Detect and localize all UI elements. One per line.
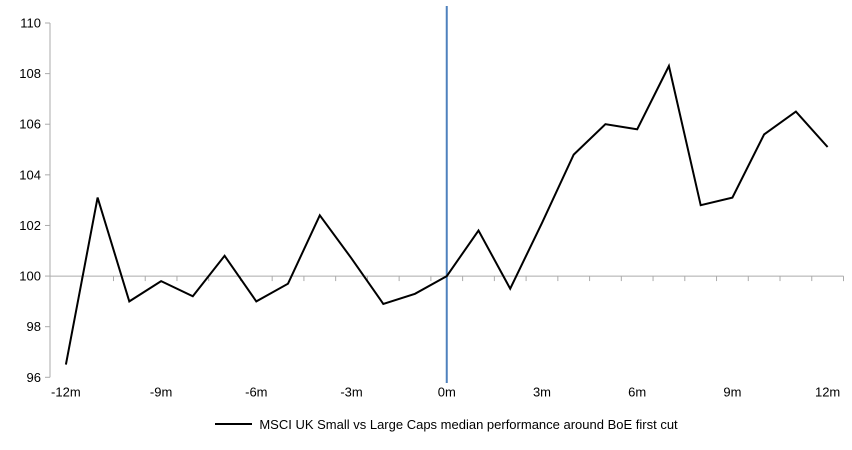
legend-label: MSCI UK Small vs Large Caps median perfo… (259, 416, 678, 432)
y-axis-tick-label: 110 (20, 16, 41, 31)
legend-series-line-icon (215, 423, 253, 425)
x-axis-tick-label: -9m (150, 385, 172, 400)
x-axis-tick-label: -3m (340, 385, 362, 400)
x-axis-tick-label: 12m (815, 385, 840, 400)
legend: MSCI UK Small vs Large Caps median perfo… (50, 414, 843, 434)
x-axis-tick-label: -6m (245, 385, 267, 400)
y-axis-tick-label: 96 (27, 370, 41, 385)
y-axis-tick-label: 106 (19, 117, 41, 132)
x-axis-tick-label: 9m (723, 385, 741, 400)
series-line (64, 63, 829, 365)
y-axis-tick-label: 104 (19, 167, 41, 182)
x-axis-tick-label: -12m (51, 385, 81, 400)
y-axis-tick-label: 98 (27, 319, 41, 334)
y-axis-tick-label: 102 (19, 218, 41, 233)
y-axis-tick-label: 100 (19, 269, 41, 284)
x-axis-tick-label: 0m (438, 385, 456, 400)
y-axis-tick-label: 108 (19, 66, 41, 81)
x-axis-tick-label: 6m (628, 385, 646, 400)
x-axis-tick-label: 3m (533, 385, 551, 400)
